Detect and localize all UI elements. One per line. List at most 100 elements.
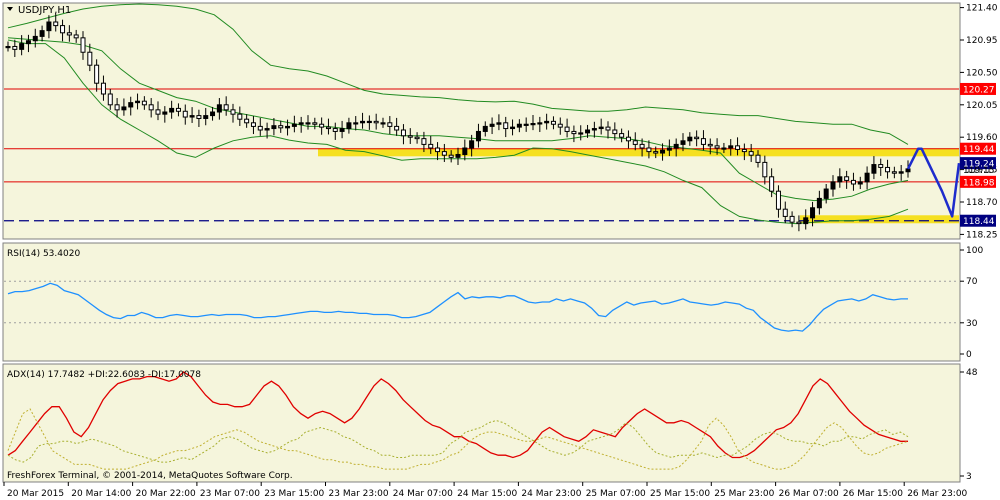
time-tick-label: 20 Mar 14:00: [71, 489, 131, 499]
candle-body: [196, 115, 202, 119]
time-tick-label: 24 Mar 15:00: [457, 489, 517, 499]
candle-body: [475, 130, 481, 142]
candle-body: [619, 133, 625, 138]
candle-body: [400, 129, 406, 137]
candle-body: [346, 122, 352, 130]
price-tick-label: 118.25: [966, 230, 998, 240]
candle-body: [550, 120, 556, 125]
level-label-118-44-bg: [960, 214, 996, 227]
candle-body: [291, 123, 297, 127]
candle-body: [571, 130, 577, 135]
price-y-axis: 121.40 120.95 120.50 120.05 119.60 119.15 118.…: [960, 4, 998, 240]
candle-body: [666, 147, 672, 151]
time-tick-label: 26 Mar 07:00: [779, 489, 839, 499]
candle-body: [441, 151, 447, 156]
candle-body: [353, 122, 359, 125]
time-tick-label: 26 Mar 15:00: [843, 489, 903, 499]
forecast-line: [906, 147, 961, 218]
candle-body: [598, 126, 604, 130]
candle-body: [660, 149, 666, 154]
rsi-series-line: [7, 282, 908, 332]
candle-body: [189, 115, 195, 118]
candle-body: [680, 140, 686, 145]
candle-body: [135, 100, 141, 104]
candle-body: [114, 104, 120, 111]
candle-body: [782, 208, 788, 217]
level-label-119-44: 119.44: [963, 145, 995, 155]
candle-body: [496, 122, 502, 125]
candle-body: [537, 122, 543, 125]
level-label-118-98: 118.98: [963, 178, 995, 188]
time-tick-label: 26 Mar 23:00: [907, 489, 967, 499]
dropdown-arrow-icon[interactable]: [7, 7, 13, 11]
candle-body: [332, 128, 338, 132]
time-tick-label: 20 Mar 2015: [7, 489, 64, 499]
candle-body: [564, 126, 570, 132]
candle-body: [285, 125, 291, 129]
candle-body: [803, 217, 809, 225]
price-tick-label: 121.40: [966, 4, 998, 14]
candle-body: [585, 129, 591, 134]
candle-body: [66, 32, 72, 36]
candle-body: [625, 136, 631, 142]
candle-body: [850, 179, 856, 185]
price-tick-label: 120.50: [966, 68, 998, 78]
rsi-panel-background: [2, 242, 961, 362]
rsi-tick-label: 0: [966, 350, 972, 360]
candle-body: [414, 136, 420, 140]
bollinger-upper-line: [7, 3, 909, 145]
candle-body: [162, 111, 168, 115]
candle-body: [428, 143, 434, 149]
level-label-120-27: 120.27: [963, 85, 995, 95]
candle-body: [148, 104, 154, 111]
candle-body: [762, 161, 768, 178]
bollinger-middle-line: [7, 37, 909, 202]
candle-body: [823, 188, 829, 199]
candle-body: [646, 147, 652, 153]
candle-body: [421, 138, 427, 145]
candle-body: [312, 122, 318, 125]
candle-body: [121, 106, 127, 111]
time-tick-label: 24 Mar 23:00: [521, 489, 581, 499]
candle-body: [516, 123, 522, 128]
candle-body: [216, 104, 222, 113]
candle-body: [810, 207, 816, 219]
candle-body: [830, 181, 836, 190]
candle-body: [673, 143, 679, 149]
candle-body: [373, 120, 379, 124]
level-label-118-44: 118.44: [963, 217, 995, 227]
time-tick-label: 25 Mar 23:00: [714, 489, 774, 499]
candle-body: [871, 164, 877, 174]
rsi-tick-label: 70: [966, 277, 978, 287]
candle-body: [748, 151, 754, 156]
highlight-bands: [318, 148, 959, 224]
candle-body: [578, 132, 584, 135]
adx-tick-label: 48: [966, 368, 978, 378]
time-tick-label: 23 Mar 07:00: [200, 489, 260, 499]
rsi-tick-label: 30: [966, 319, 978, 329]
candle-body: [775, 190, 781, 210]
candle-body: [39, 30, 45, 37]
candle-body: [325, 126, 331, 130]
candle-body: [605, 126, 611, 131]
time-axis: 20 Mar 2015 20 Mar 14:00 20 Mar 22:00 23 Ma…: [3, 482, 968, 499]
candle-body: [319, 123, 325, 128]
candle-body: [510, 126, 516, 130]
candle-body: [25, 40, 31, 45]
candle-body: [639, 143, 645, 149]
plus-di-series-line: [7, 419, 909, 463]
level-label-120-27-bg: [960, 82, 996, 95]
rsi-panel: 100 70 30 0 RSI(14) 53.4020: [2, 242, 983, 362]
candle-body: [714, 145, 720, 149]
price-panel: 121.40 120.95 120.50 120.05 119.60 119.15 118.…: [2, 2, 998, 240]
candle-body: [128, 102, 134, 108]
candle-body: [816, 197, 822, 209]
candle-body: [721, 147, 727, 150]
candle-body: [53, 21, 59, 27]
candle-body: [612, 129, 618, 135]
candle-body: [223, 104, 229, 111]
candle-body: [878, 164, 884, 168]
rsi-line: [7, 282, 908, 332]
forecast-path: [906, 147, 961, 218]
